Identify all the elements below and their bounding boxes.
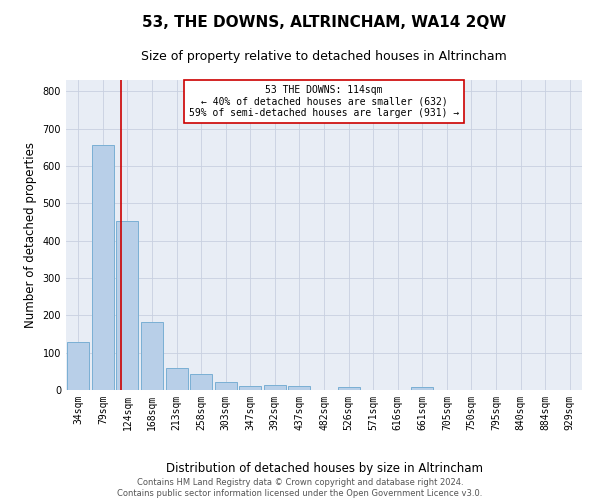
Bar	[116, 221, 139, 390]
Bar	[190, 374, 212, 390]
Bar	[141, 322, 163, 390]
Bar	[92, 144, 114, 390]
Bar	[215, 382, 237, 390]
Bar	[239, 386, 262, 390]
Text: 53, THE DOWNS, ALTRINCHAM, WA14 2QW: 53, THE DOWNS, ALTRINCHAM, WA14 2QW	[142, 15, 506, 30]
Bar	[67, 342, 89, 390]
Text: Size of property relative to detached houses in Altrincham: Size of property relative to detached ho…	[141, 50, 507, 63]
Y-axis label: Number of detached properties: Number of detached properties	[24, 142, 37, 328]
Text: Distribution of detached houses by size in Altrincham: Distribution of detached houses by size …	[166, 462, 482, 475]
Text: 53 THE DOWNS: 114sqm
← 40% of detached houses are smaller (632)
59% of semi-deta: 53 THE DOWNS: 114sqm ← 40% of detached h…	[189, 84, 459, 118]
Bar	[289, 386, 310, 390]
Bar	[411, 386, 433, 390]
Bar	[264, 385, 286, 390]
Bar	[166, 368, 188, 390]
Text: Contains HM Land Registry data © Crown copyright and database right 2024.
Contai: Contains HM Land Registry data © Crown c…	[118, 478, 482, 498]
Bar	[338, 387, 359, 390]
